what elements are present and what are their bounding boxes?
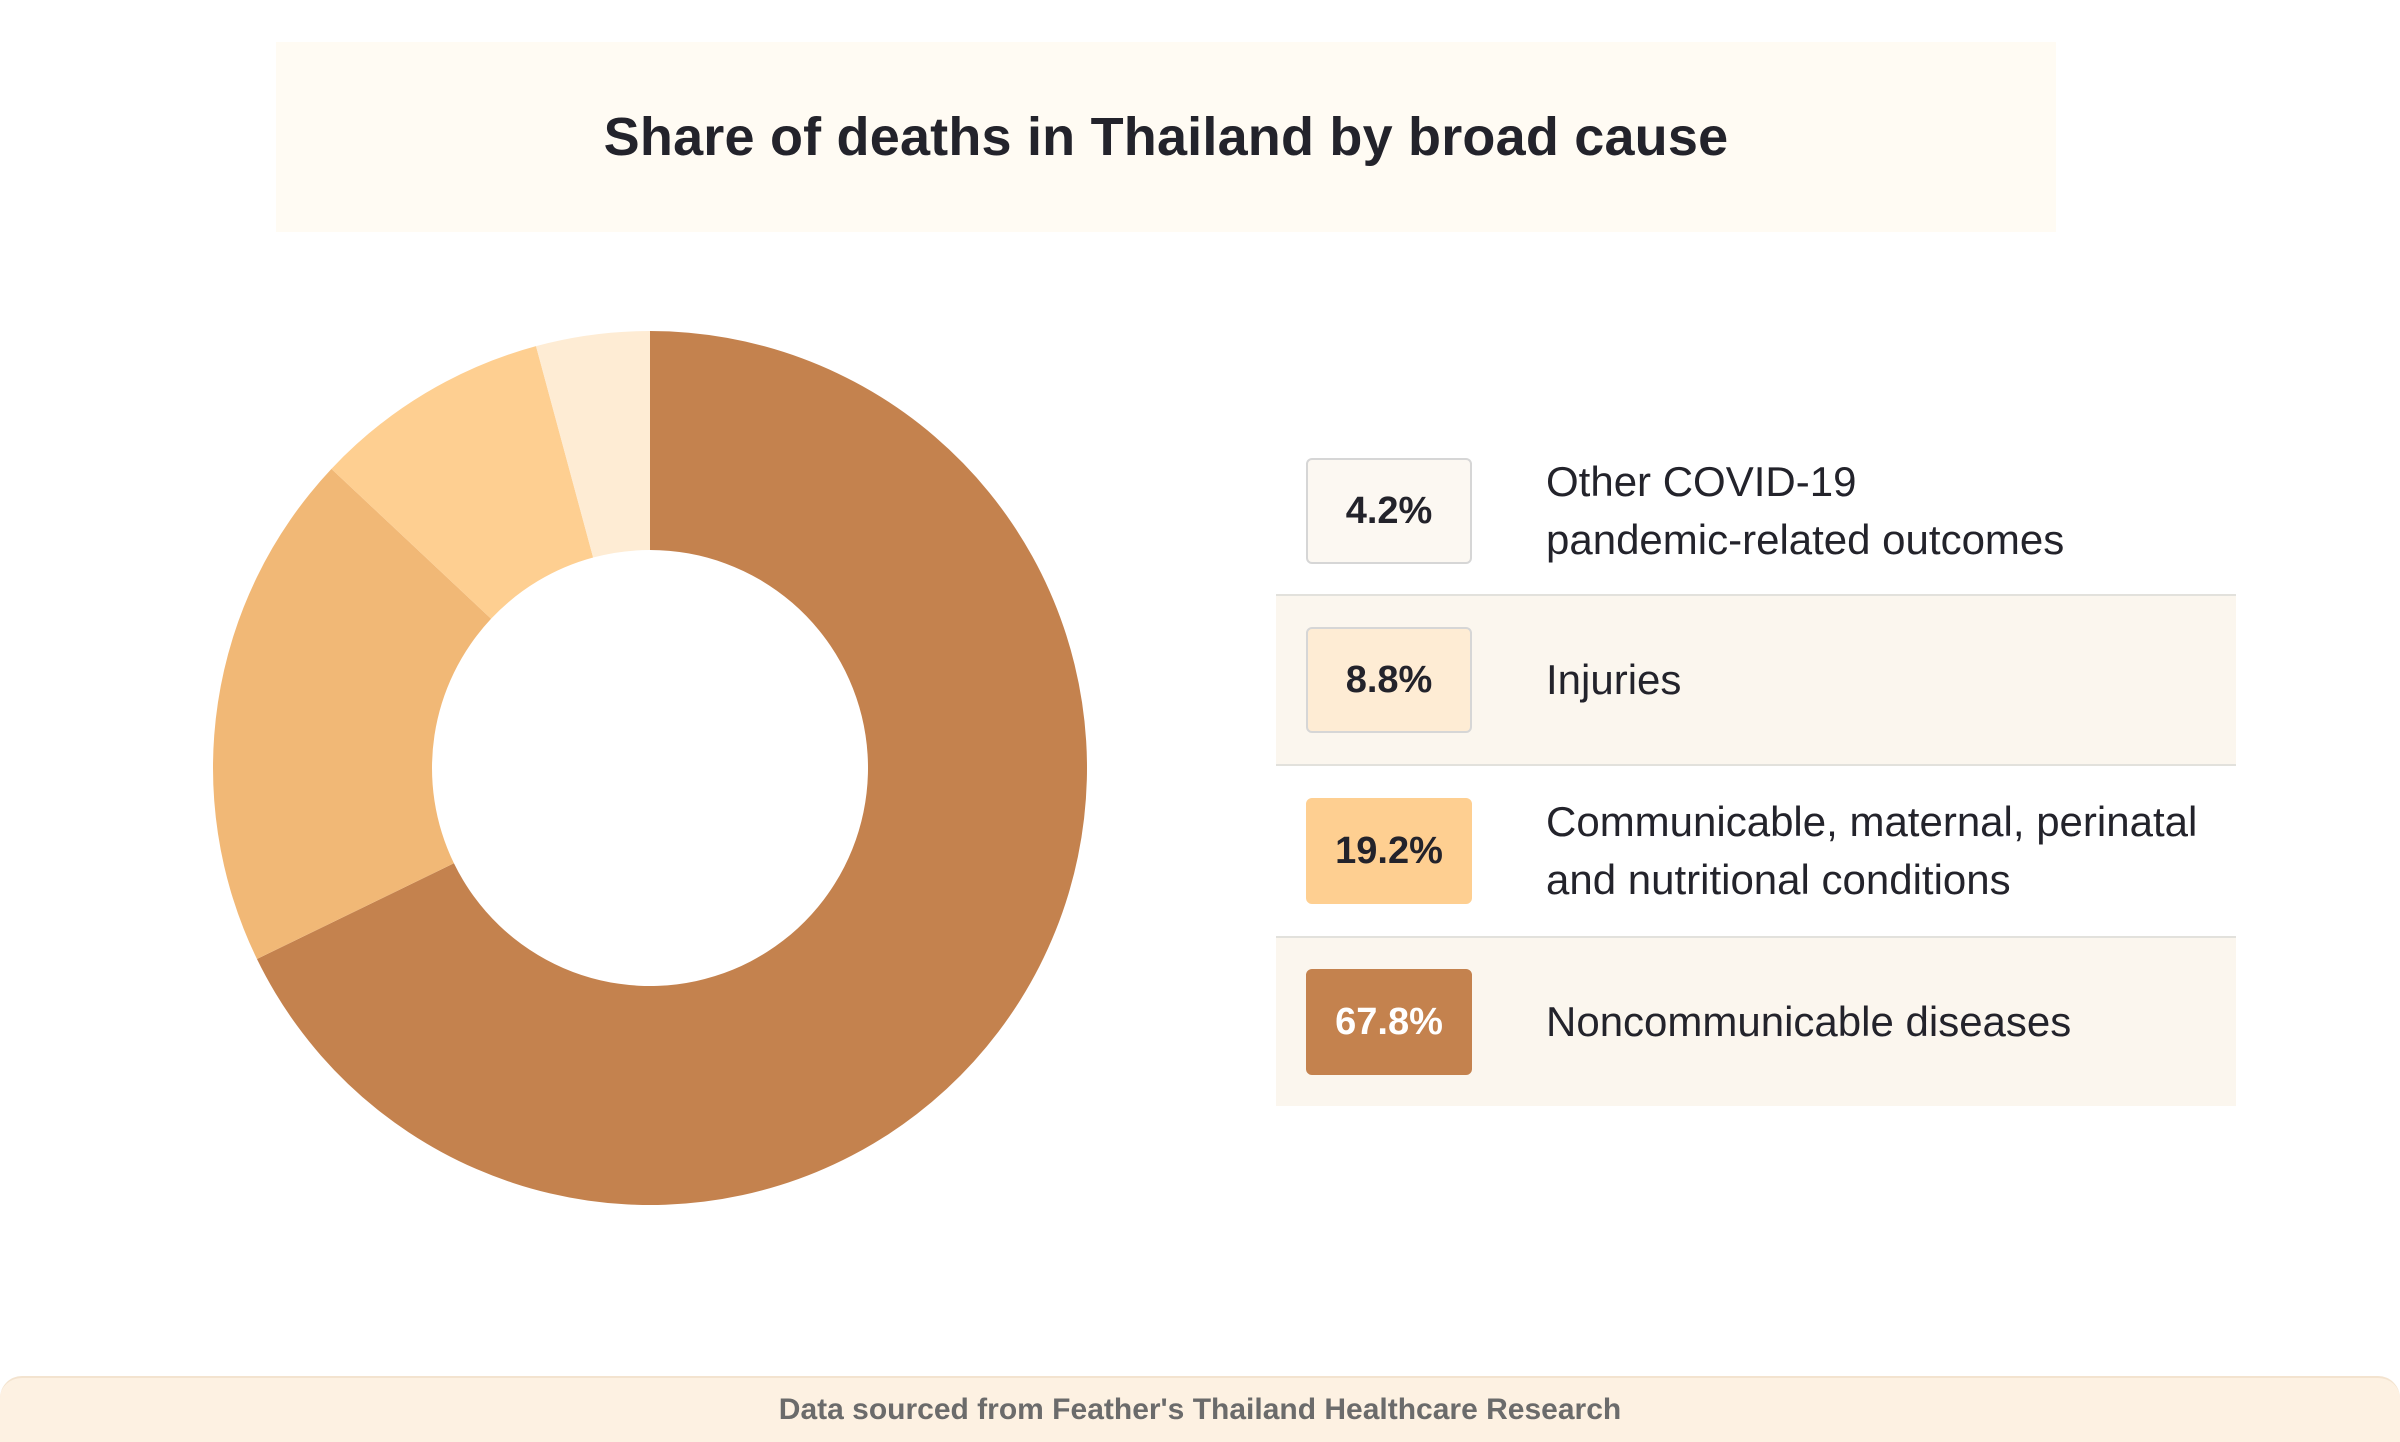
legend: 4.2% Other COVID-19 pandemic-related outco… [1276,428,2236,1106]
legend-label: Injuries [1546,651,2216,709]
donut-slice-2 [212,468,492,960]
legend-label-line: Other COVID-19 [1546,458,1857,505]
chart-title: Share of deaths in Thailand by broad cau… [603,107,1729,167]
legend-value-badge: 19.2% [1306,798,1472,904]
legend-row: 4.2% Other COVID-19 pandemic-related outco… [1276,428,2236,596]
legend-label-line: Injuries [1546,656,1682,703]
donut-slice-1 [256,331,1088,1205]
legend-row: 67.8% Noncommunicable diseases [1276,938,2236,1106]
source-text: Data sourced from Feather's Thailand Hea… [778,1393,1622,1426]
legend-row: 8.8% Injuries [1276,596,2236,766]
legend-row: 19.2% Communicable, maternal, perinatal an… [1276,766,2236,938]
donut-chart [212,331,1088,1205]
donut-slice-3 [331,346,594,619]
legend-value-badge: 4.2% [1306,458,1472,564]
legend-value-badge: 8.8% [1306,627,1472,733]
legend-label-line: and nutritional conditions [1546,856,2011,903]
legend-label-line: Noncommunicable diseases [1546,998,2072,1045]
legend-label-line: pandemic-related outcomes [1546,516,2065,563]
donut-slice-4 [536,331,650,558]
legend-value-badge: 67.8% [1306,969,1472,1075]
legend-label-line: Communicable, maternal, perinatal [1546,798,2198,845]
title-band: Share of deaths in Thailand by broad cau… [276,42,2056,232]
legend-label: Noncommunicable diseases [1546,993,2216,1051]
source-footer: Data sourced from Feather's Thailand Hea… [0,1376,2400,1442]
legend-label: Communicable, maternal, perinatal and nut… [1546,793,2216,909]
legend-label: Other COVID-19 pandemic-related outcomes [1546,453,2216,569]
